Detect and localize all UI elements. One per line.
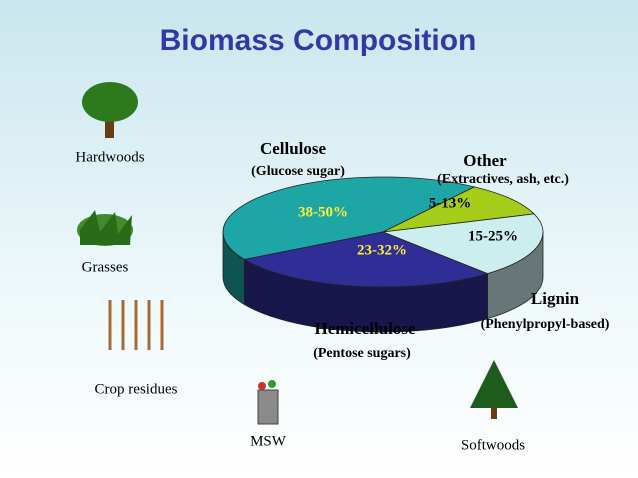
feedstock-label: Softwoods xyxy=(461,437,525,453)
category-label: Lignin xyxy=(531,289,580,308)
feedstock-label: Crop residues xyxy=(95,381,178,397)
category-description: (Pentose sugars) xyxy=(313,346,411,361)
value-label: 5-13% xyxy=(429,195,472,211)
slice xyxy=(382,186,535,233)
feedstock-label: Hardwoods xyxy=(75,149,144,165)
grass-icon xyxy=(77,210,133,246)
value-label: 23-32% xyxy=(357,242,407,258)
slide-title: Biomass Composition xyxy=(160,24,477,57)
feedstock-label: MSW xyxy=(250,433,287,449)
crop-residue-icon xyxy=(108,300,164,350)
slice xyxy=(243,231,489,288)
category-description: (Glucose sugar) xyxy=(251,164,345,179)
category-label: Cellulose xyxy=(260,139,327,158)
category-label: Hemicellulose xyxy=(314,319,415,338)
category-description: (Phenylpropyl-based) xyxy=(481,317,610,332)
slice xyxy=(382,213,544,275)
pie: 38-50% Cellulose (Glucose sugar) 5-13% Other… xyxy=(222,139,610,361)
category-description: (Extractives, ash, etc.) xyxy=(437,172,569,187)
value-label: 15-25% xyxy=(468,228,518,244)
msw-icon xyxy=(257,380,279,425)
category-label: Other xyxy=(463,151,507,170)
slice xyxy=(222,176,476,260)
softwood-icon xyxy=(470,360,518,419)
feedstock-label: Grasses xyxy=(82,259,129,275)
hardwood-icon xyxy=(82,82,138,138)
value-label: 38-50% xyxy=(298,204,348,220)
